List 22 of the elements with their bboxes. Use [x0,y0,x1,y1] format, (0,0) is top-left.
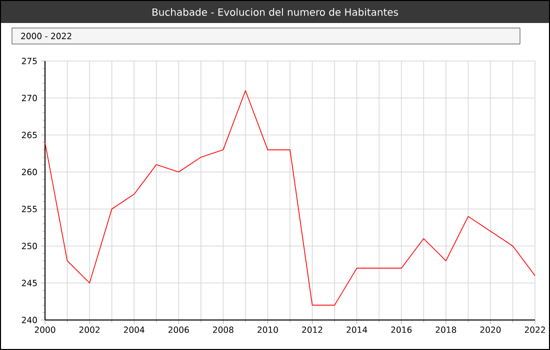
y-tick-label: 260 [22,168,37,176]
x-tick-label: 2002 [79,326,100,333]
x-tick-label: 2014 [346,326,368,333]
y-tick-label: 245 [22,280,37,286]
x-tick-label: 2000 [34,326,56,333]
x-tick-label: 2010 [258,326,278,333]
x-tick-label: 2008 [213,326,234,333]
chart-title: Buchabade - Evolucion del numero de Habitantes [152,8,398,16]
x-tick-label: 2020 [480,326,501,333]
x-tick-label: 2022 [524,326,545,333]
y-tick-label: 250 [22,242,37,250]
y-tick-label: 255 [22,206,37,212]
x-tick-label: 2016 [391,326,412,333]
x-tick-label: 2006 [168,326,189,333]
x-tick-label: 2018 [436,326,456,333]
x-tick-label: 2012 [302,326,322,333]
y-tick-label: 275 [22,58,37,64]
y-tick-label: 265 [22,132,37,138]
y-tick-label: 240 [22,316,37,324]
x-tick-label: 2004 [124,326,144,333]
chart-subtitle: 2000 - 2022 [21,32,72,40]
y-tick-label: 270 [22,94,37,102]
